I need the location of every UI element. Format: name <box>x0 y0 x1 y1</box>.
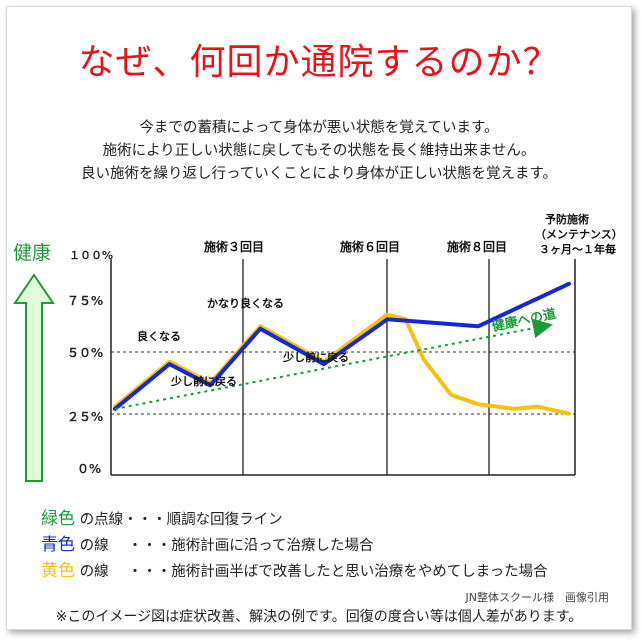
y-tick-label: １００% <box>69 249 113 262</box>
legend-text: の点線・・・順調な回復ライン <box>79 512 283 528</box>
y-tick-label: ７５% <box>67 294 103 308</box>
footnote: ※このイメージ図は症状改善、解決の例です。回復の度合い等は個人差があります。 <box>55 609 583 625</box>
legend-color-word: 黄色 <box>41 561 75 581</box>
intro-line: 今までの蓄積によって身体が悪い状態を覚えています。 <box>139 120 499 136</box>
y-tick-label: ５０% <box>67 346 103 360</box>
legend-text: の線 ・・・施術計画半ばで改善したと思い治療をやめてしまった場合 <box>79 564 548 580</box>
legend-item-green: 緑色 の点線・・・順調な回復ライン <box>41 507 548 533</box>
y-tick-label: ０% <box>77 462 101 476</box>
health-label: 健康 <box>13 242 51 264</box>
maintenance-label: （メンテナンス） <box>535 228 623 241</box>
maintenance-label: ３ヶ月～１年毎 <box>539 242 616 256</box>
legend-color-word: 緑色 <box>41 509 75 529</box>
annotation-good: 良くなる <box>137 329 181 343</box>
session-label: 施術３回目 <box>204 239 264 254</box>
intro-line: 施術により正しい状態に戻してもその状態を長く維持出来ません。 <box>102 143 536 159</box>
image-credit: JN整体スクール様 画像引用 <box>465 591 609 604</box>
series-blue-line <box>113 281 571 411</box>
legend-color-word: 青色 <box>41 535 75 555</box>
annotation-much-better: かなり良くなる <box>207 296 284 310</box>
legend-item-yellow: 黄色 の線 ・・・施術計画半ばで改善したと思い治療をやめてしまった場合 <box>41 559 548 585</box>
page-title: なぜ、何回か通院するのか？ <box>78 42 560 83</box>
recovery-chart: 健康 １００% ７５% ５０% ２５% ０% 施術３回目 施術６回目 施術８回目… <box>13 212 623 482</box>
maintenance-label: 予防施術 <box>545 212 589 226</box>
health-arrow-icon <box>13 273 55 482</box>
annotation-slightly-back: 少し前に戻る <box>282 350 349 364</box>
session-label: 施術８回目 <box>447 239 507 254</box>
intro-line: 良い施術を繰り返し行っていくことにより身体が正しい状態を覚えます。 <box>80 166 558 182</box>
session-label: 施術６回目 <box>340 239 400 254</box>
y-tick-label: ２５% <box>67 410 103 424</box>
annotation-road-to-health: 健康への道 <box>491 306 558 335</box>
legend-item-blue: 青色 の線 ・・・施術計画に沿って治療した場合 <box>41 533 548 559</box>
annotation-slightly-back: 少し前に戻る <box>170 374 237 388</box>
legend: 緑色 の点線・・・順調な回復ライン 青色 の線 ・・・施術計画に沿って治療した場… <box>41 507 548 585</box>
legend-text: の線 ・・・施術計画に沿って治療した場合 <box>79 538 374 554</box>
infographic-card: なぜ、何回か通院するのか？ 今までの蓄積によって身体が悪い状態を覚えています。 … <box>6 6 632 630</box>
intro-text: 今までの蓄積によって身体が悪い状態を覚えています。 施術により正しい状態に戻して… <box>7 117 631 186</box>
